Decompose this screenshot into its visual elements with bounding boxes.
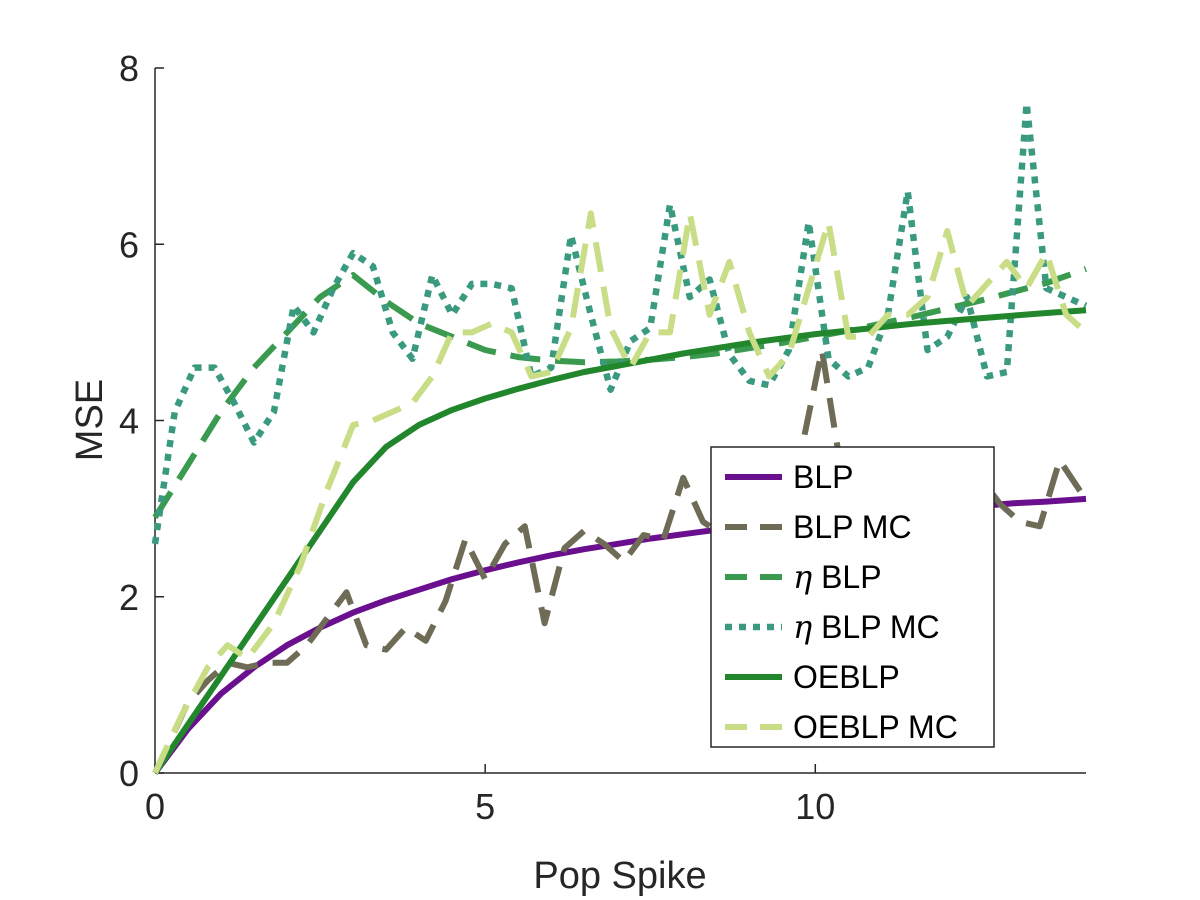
y-tick-label: 6 [119,224,139,265]
legend-label-2: η BLP [793,558,882,596]
legend-label-3: η BLP MC [793,608,940,646]
x-tick-label: 10 [795,786,835,827]
series-line-5 [152,210,1088,775]
x-axis-label: Pop Spike [533,855,706,897]
legend: BLP BLP MC η BLP η BLP MC OEBLP OEBLP MC [710,446,995,748]
series-line-2 [152,266,1088,519]
legend-label-0: BLP [793,459,853,495]
y-axis-label: MSE [69,379,111,461]
legend-label-1: BLP MC [793,509,912,545]
legend-label-5: OEBLP MC [793,709,958,745]
y-tick-label: 2 [119,577,139,618]
y-tick-label: 4 [119,401,139,442]
legend-box [710,446,995,748]
y-tick-label: 8 [119,48,139,89]
x-tick-label: 0 [145,786,165,827]
y-tick-label: 0 [119,753,139,794]
ticks: 0 5 10 0 2 4 6 8 [119,48,835,827]
legend-label-4: OEBLP [793,659,900,695]
x-tick-label: 5 [475,786,495,827]
